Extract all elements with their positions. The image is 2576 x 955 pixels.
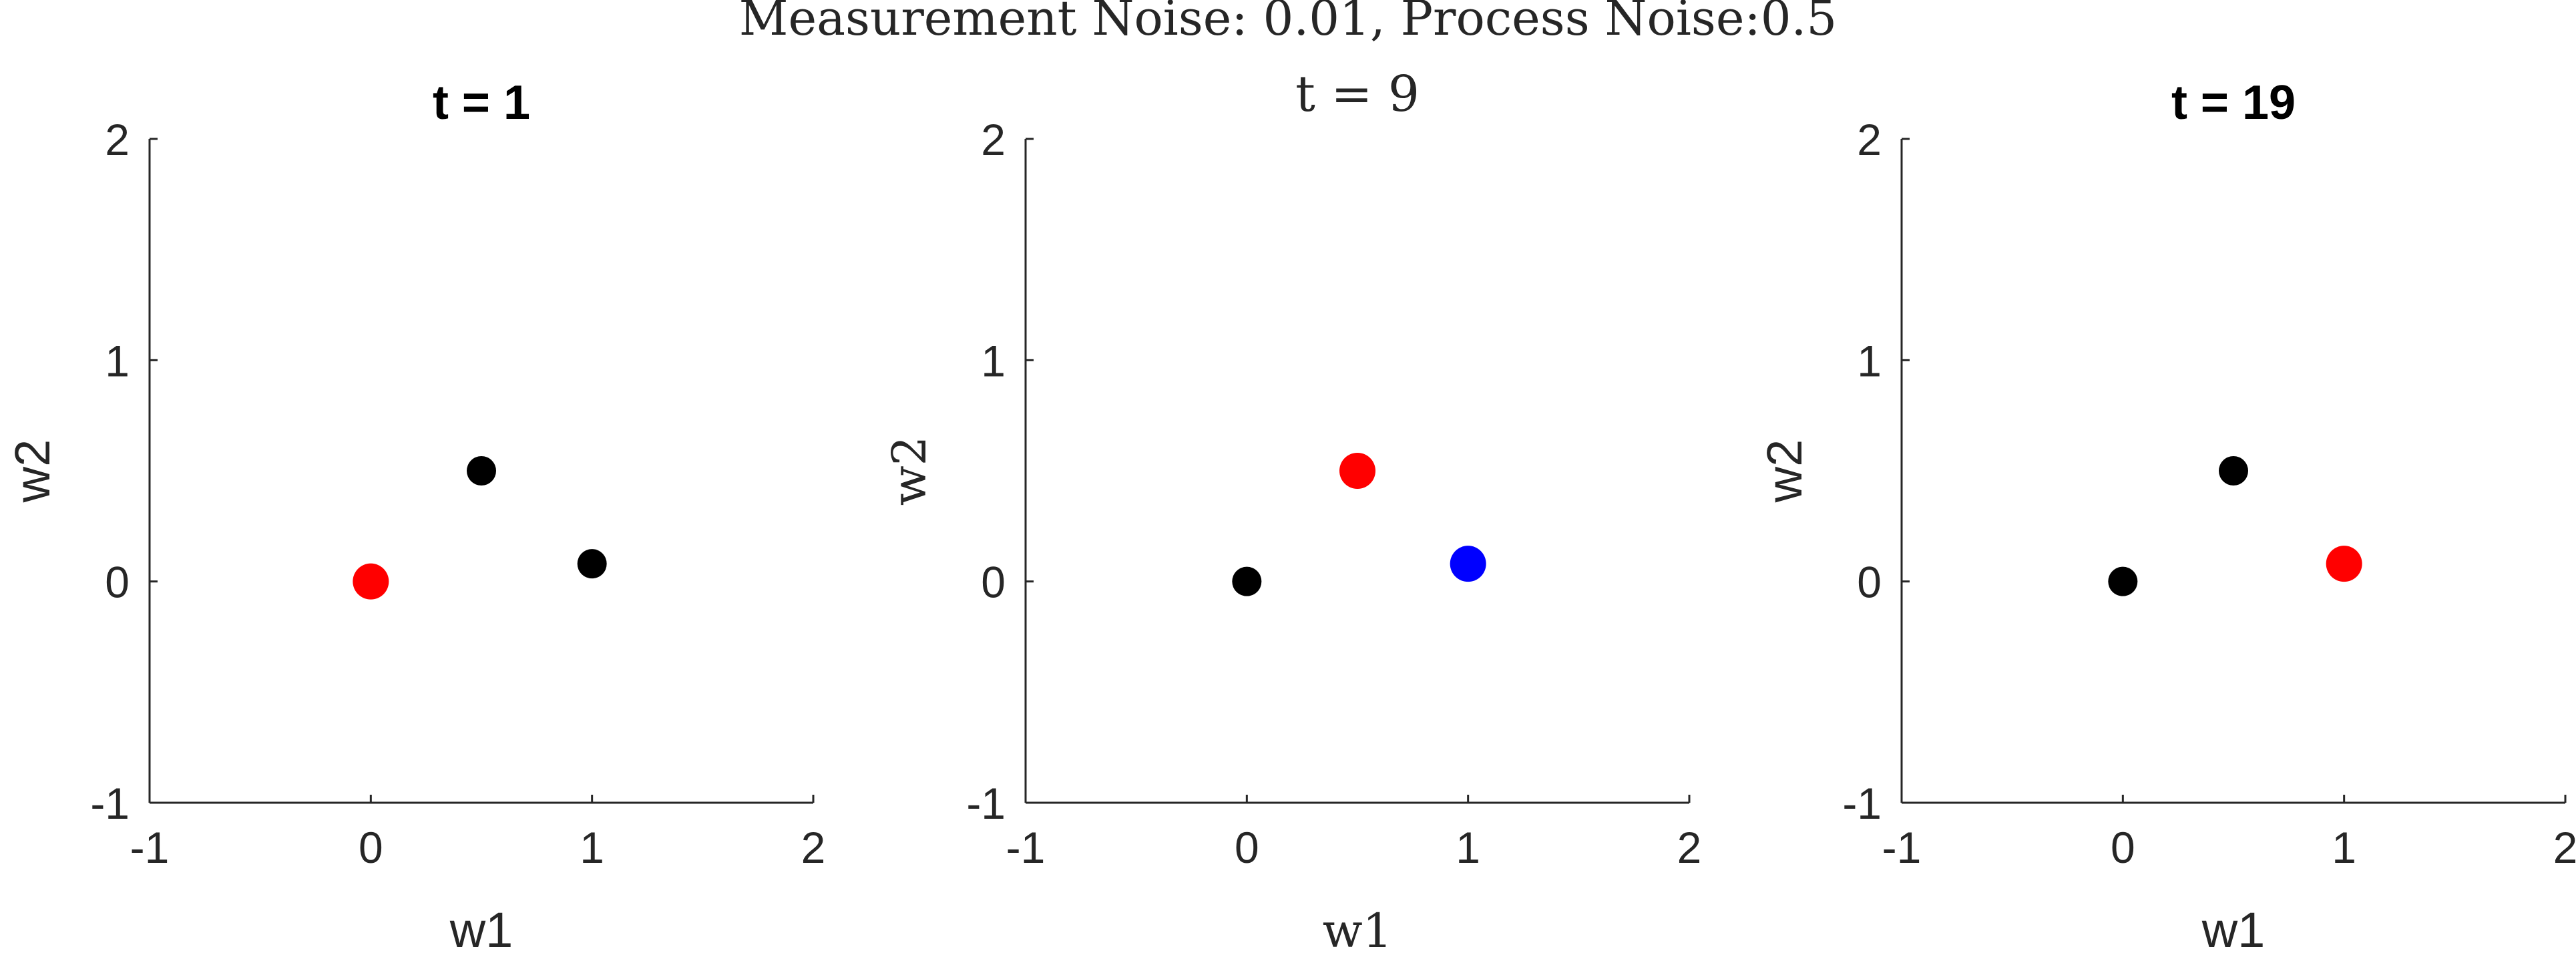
x-axis-label: w1 xyxy=(449,902,513,955)
x-tick-label: 2 xyxy=(801,823,826,872)
subplot-title: t = 1 xyxy=(433,76,530,130)
x-tick-label: -1 xyxy=(130,823,170,872)
y-axis-label: w2 xyxy=(882,436,937,506)
x-tick-label: 2 xyxy=(2553,823,2576,872)
subplot-1: -1 0 1 2 -1 0 1 2 t = 1 w1 w2 xyxy=(5,76,825,955)
figure-suptitle: Measurement Noise: 0.01, Process Noise:0… xyxy=(739,0,1837,46)
subplot-2: -1 0 1 2 -1 0 1 2 t = 9 w1 w2 xyxy=(882,65,1701,955)
x-tick-label: 2 xyxy=(1677,823,1702,872)
y-axis-label: w2 xyxy=(5,439,60,504)
data-point xyxy=(2219,456,2248,486)
y-axis-label: w2 xyxy=(1757,439,1812,504)
x-tick-label: -1 xyxy=(1006,823,1046,872)
data-point xyxy=(467,456,496,486)
y-tick-label: 0 xyxy=(981,558,1006,607)
y-tick-label: 1 xyxy=(1857,336,1882,385)
data-point xyxy=(353,563,389,600)
data-point xyxy=(2108,566,2138,596)
y-tick-label: 1 xyxy=(981,336,1006,385)
x-tick-label: 1 xyxy=(2332,823,2356,872)
data-point xyxy=(2326,546,2362,582)
y-tick-label: 0 xyxy=(105,558,130,607)
data-point xyxy=(1232,566,1262,596)
data-point xyxy=(577,549,607,579)
x-tick-label: 0 xyxy=(359,823,383,872)
x-axis-label: w1 xyxy=(1323,904,1392,955)
data-point xyxy=(1339,453,1375,489)
x-tick-label: -1 xyxy=(1882,823,1922,872)
x-tick-label: 1 xyxy=(1456,823,1480,872)
subplot-title: t = 9 xyxy=(1295,65,1420,123)
data-point xyxy=(1450,546,1486,582)
y-tick-label: 2 xyxy=(1857,115,1882,164)
y-tick-label: 0 xyxy=(1857,558,1882,607)
x-tick-label: 1 xyxy=(580,823,604,872)
y-tick-label: 2 xyxy=(981,115,1006,164)
y-tick-label: -1 xyxy=(966,779,1006,828)
x-axis-label: w1 xyxy=(2201,902,2266,955)
y-tick-label: 2 xyxy=(105,115,130,164)
x-tick-label: 0 xyxy=(2111,823,2135,872)
y-tick-label: 1 xyxy=(105,336,130,385)
subplot-3: -1 0 1 2 -1 0 1 2 t = 19 w1 w2 xyxy=(1757,76,2576,955)
y-tick-label: -1 xyxy=(1842,779,1882,828)
y-tick-label: -1 xyxy=(90,779,130,828)
subplot-title: t = 19 xyxy=(2171,76,2296,130)
x-tick-label: 0 xyxy=(1235,823,1259,872)
